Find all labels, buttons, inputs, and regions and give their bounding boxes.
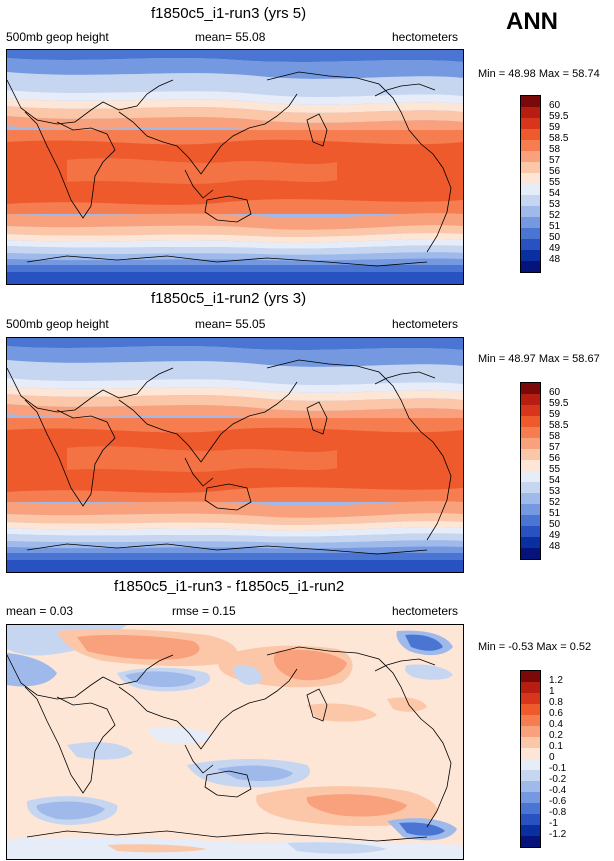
panel-3-colorbar-label: -0.1 (549, 763, 567, 774)
panel-3-colorbar-label: 1.2 (549, 675, 563, 686)
panel-3-colorbar-label: 0.8 (549, 697, 563, 708)
panel-2-units-label: hectometers (392, 317, 459, 331)
panel-3-colorbar-label: -0.2 (549, 774, 567, 785)
panel-1-colorbar-label: 55 (549, 177, 561, 188)
panel-2-colorbar-label: 55 (549, 464, 561, 475)
panel-3-colorbar-label: -0.8 (549, 807, 567, 818)
panel-2-title: f1850c5_i1-run2 (yrs 3) (151, 290, 307, 307)
panel-1-colorbar-label: 56 (549, 166, 561, 177)
panel-2-colorbar-label: 58.5 (549, 420, 569, 431)
panel-1-minmax: Min = 48.98 Max = 58.74 (478, 68, 600, 80)
panel-3-map (6, 624, 464, 860)
panel-3-colorbar-label: 0.4 (549, 719, 563, 730)
panel-1-colorbar-label: 50 (549, 232, 561, 243)
panel-3-colorbar-label: 1 (549, 686, 555, 697)
panel-3-title: f1850c5_i1-run3 - f1850c5_i1-run2 (114, 578, 345, 595)
panel-1-units-label: hectometers (392, 30, 459, 44)
panel-2-mean-label: mean= 55.05 (195, 317, 266, 331)
panel-3-colorbar (520, 670, 541, 848)
panel-1-colorbar-label: 51 (549, 221, 561, 232)
panel-3-colorbar-label: 0.2 (549, 730, 563, 741)
panel-2-colorbar-label: 50 (549, 519, 561, 530)
panel-1-colorbar-label: 53 (549, 199, 561, 210)
panel-3-units-label: hectometers (392, 604, 459, 618)
panel-3-colorbar-label: -0.6 (549, 796, 567, 807)
panel-2-colorbar-label: 54 (549, 475, 561, 486)
panel-2-colorbar-label: 57 (549, 442, 561, 453)
panel-3-field (7, 625, 463, 859)
panel-2-colorbar-label: 59 (549, 409, 561, 420)
panel-3-mean-label: mean = 0.03 (6, 604, 74, 618)
panel-3-colorbar-label: 0.6 (549, 708, 563, 719)
panel-1-mean-label: mean= 55.08 (195, 30, 266, 44)
panel-2-minmax: Min = 48.97 Max = 58.67 (478, 353, 600, 365)
panel-1-colorbar-label: 59 (549, 122, 561, 133)
panel-2-colorbar-label: 49 (549, 530, 561, 541)
panel-1-colorbar-label: 59.5 (549, 111, 569, 122)
panel-3-coastlines (7, 646, 452, 842)
panel-1-colorbar-label: 48 (549, 254, 561, 265)
panel-1-colorbar (520, 95, 541, 273)
panel-2-colorbar-label: 60 (549, 387, 561, 398)
panel-1-colorbar-label: 54 (549, 188, 561, 199)
panel-1-colorbar-label: 52 (549, 210, 561, 221)
panel-1-colorbar-label: 49 (549, 243, 561, 254)
panel-3-rmse-label: rmse = 0.15 (172, 604, 236, 618)
panel-3-colorbar-label: -1.2 (549, 829, 567, 840)
panel-1-field (7, 50, 463, 284)
panel-1-variable-label: 500mb geop height (6, 30, 109, 44)
panel-1-map (6, 49, 464, 285)
panel-2-colorbar (520, 382, 541, 560)
panel-1-colorbar-label: 58 (549, 144, 561, 155)
panel-2-coastlines (7, 359, 452, 555)
panel-2-colorbar-label: 51 (549, 508, 561, 519)
panel-1-colorbar-label: 58.5 (549, 133, 569, 144)
panel-2-colorbar-label: 59.5 (549, 398, 569, 409)
panel-2-colorbar-label: 58 (549, 431, 561, 442)
panel-1-colorbar-label: 60 (549, 100, 561, 111)
panel-1-coastlines (7, 71, 452, 267)
panel-3-colorbar-label: -0.4 (549, 785, 567, 796)
panel-2-colorbar-label: 52 (549, 497, 561, 508)
season-label: ANN (506, 8, 558, 35)
panel-1-colorbar-label: 57 (549, 155, 561, 166)
panel-2-field (7, 338, 463, 572)
panel-2-map (6, 337, 464, 573)
panel-3-colorbar-label: 0.1 (549, 741, 563, 752)
panel-3-minmax: Min = -0.53 Max = 0.52 (478, 641, 592, 653)
panel-2-variable-label: 500mb geop height (6, 317, 109, 331)
panel-2-colorbar-label: 56 (549, 453, 561, 464)
panel-2-colorbar-label: 53 (549, 486, 561, 497)
panel-1-title: f1850c5_i1-run3 (yrs 5) (151, 5, 307, 22)
panel-3-colorbar-label: -1 (549, 818, 558, 829)
panel-2-colorbar-label: 48 (549, 541, 561, 552)
panel-3-colorbar-label: 0 (549, 752, 555, 763)
